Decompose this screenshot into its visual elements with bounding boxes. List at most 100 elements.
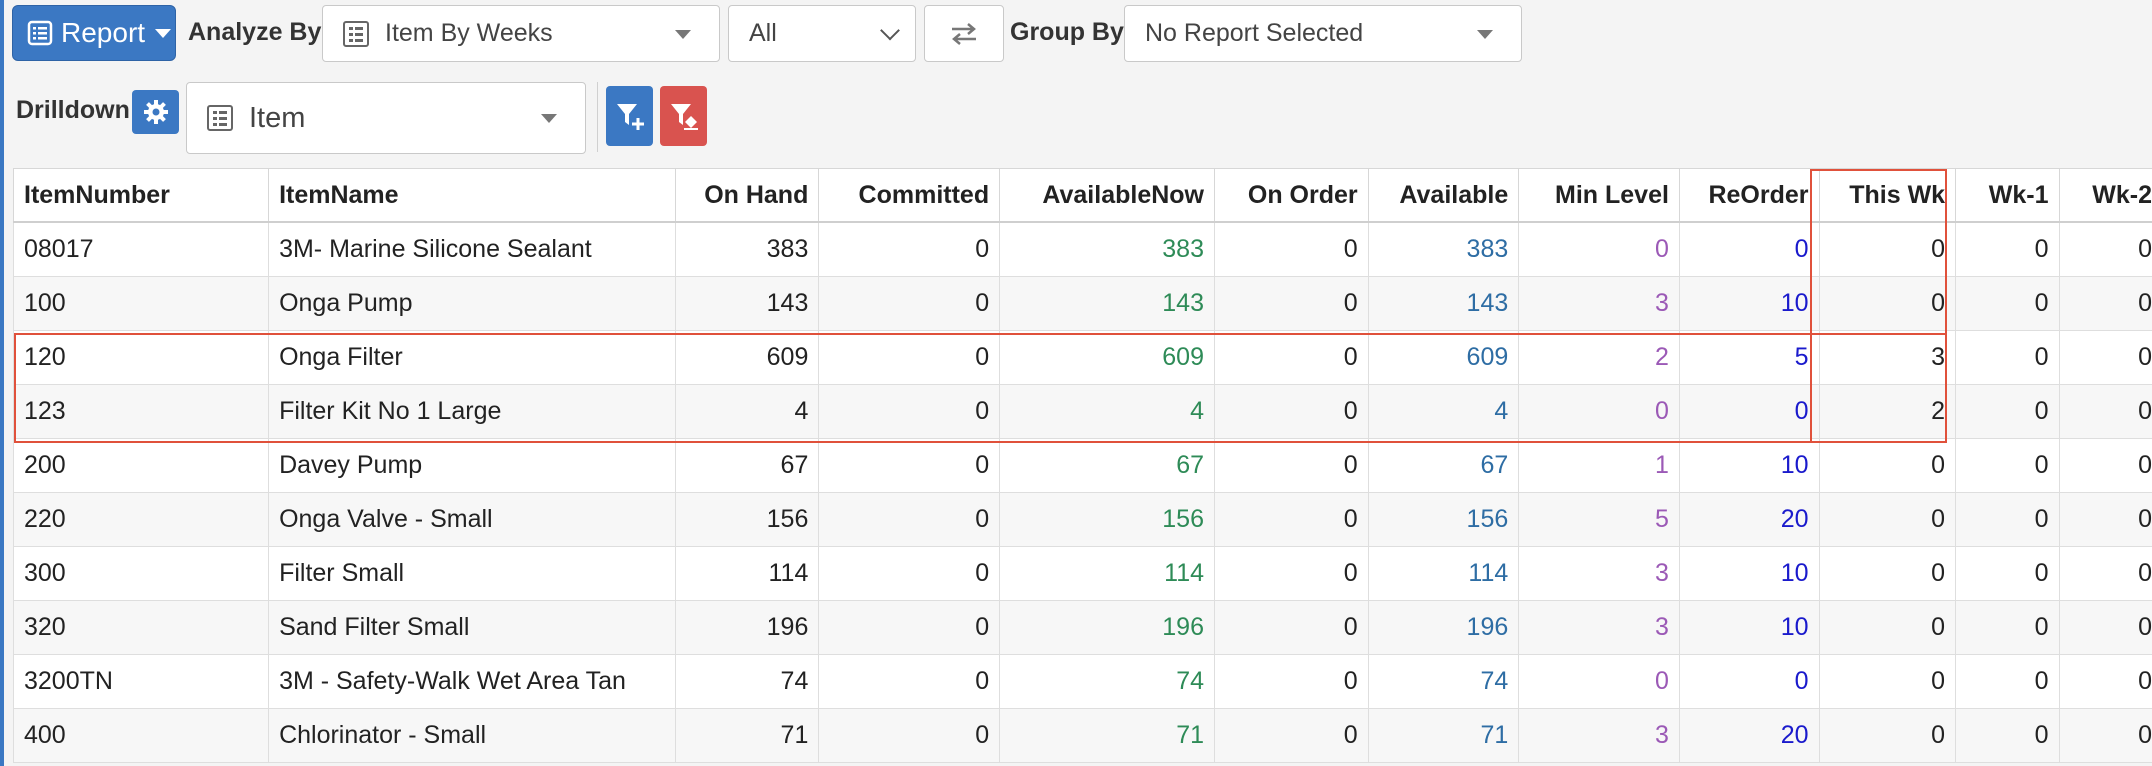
filter-all-value: All bbox=[749, 19, 777, 47]
table-cell: 0 bbox=[2058, 438, 2152, 493]
table-cell: 383 bbox=[674, 221, 820, 277]
table-row[interactable]: 100 Onga Pump 143 0 143 0 143 3 10 0 0 0 bbox=[12, 276, 2152, 331]
chevron-down-icon bbox=[155, 28, 172, 38]
drilldown-settings-button[interactable] bbox=[132, 90, 179, 134]
table-cell: 0 bbox=[818, 654, 1001, 709]
table-cell: 0 bbox=[1818, 546, 1957, 601]
table-row[interactable]: 220 Onga Valve - Small 156 0 156 0 156 5 20 0 0 0 bbox=[12, 492, 2152, 547]
table-cell: 609 bbox=[674, 330, 820, 385]
table-cell: 10 bbox=[1678, 546, 1820, 601]
swap-button[interactable] bbox=[924, 5, 1004, 62]
table-cell: 0 bbox=[2058, 546, 2152, 601]
column-header-itemnumber[interactable]: ItemNumber bbox=[12, 168, 270, 223]
table-cell: 08017 bbox=[12, 221, 270, 277]
analyze-by-select[interactable]: Item By Weeks bbox=[322, 5, 720, 62]
table-cell: 71 bbox=[674, 708, 820, 763]
table-cell: 100 bbox=[12, 276, 270, 331]
table-cell: 0 bbox=[1518, 221, 1680, 277]
table-cell: 300 bbox=[12, 546, 270, 601]
table-cell: 67 bbox=[1367, 438, 1520, 493]
column-header-committed[interactable]: Committed bbox=[818, 168, 1001, 223]
table-cell: 120 bbox=[12, 330, 270, 385]
table-cell: 0 bbox=[1818, 221, 1957, 277]
table-cell: 123 bbox=[12, 384, 270, 439]
table-cell: 4 bbox=[999, 384, 1215, 439]
caret-down-icon bbox=[541, 114, 557, 123]
table-cell: 114 bbox=[674, 546, 820, 601]
chevron-down-icon bbox=[880, 20, 900, 40]
table-cell: 0 bbox=[1214, 221, 1369, 277]
group-by-value: No Report Selected bbox=[1145, 19, 1364, 47]
table-cell: 10 bbox=[1678, 438, 1820, 493]
column-header-available[interactable]: Available bbox=[1367, 168, 1520, 223]
table-row[interactable]: 123 Filter Kit No 1 Large 4 0 4 0 4 0 0 2 0 0 bbox=[12, 384, 2152, 439]
table-cell: 0 bbox=[1214, 654, 1369, 709]
table-cell: 0 bbox=[2058, 330, 2152, 385]
table-cell: 0 bbox=[2058, 708, 2152, 763]
table-cell: 0 bbox=[1955, 708, 2060, 763]
filter-clear-icon bbox=[670, 104, 698, 130]
column-header-available-now[interactable]: AvailableNow bbox=[999, 168, 1215, 223]
drilldown-label: Drilldown bbox=[16, 96, 130, 124]
table-cell: 3M- Marine Silicone Sealant bbox=[268, 221, 676, 277]
table-row[interactable]: 08017 3M- Marine Silicone Sealant 383 0 383 0… bbox=[12, 221, 2152, 277]
table-cell: 0 bbox=[818, 330, 1001, 385]
filter-all-select[interactable]: All bbox=[728, 5, 916, 62]
table-row[interactable]: 120 Onga Filter 609 0 609 0 609 2 5 3 0 0 bbox=[12, 330, 2152, 385]
table-cell: 0 bbox=[1955, 600, 2060, 655]
table-cell: 0 bbox=[818, 546, 1001, 601]
table-cell: 3 bbox=[1518, 546, 1680, 601]
list-icon bbox=[343, 20, 369, 47]
analyze-by-label: Analyze By bbox=[188, 18, 322, 46]
column-header-wk-2[interactable]: Wk-2 bbox=[2058, 168, 2152, 223]
table-cell: 0 bbox=[1214, 492, 1369, 547]
column-header-this-wk[interactable]: This Wk bbox=[1818, 168, 1957, 223]
table-cell: 196 bbox=[1367, 600, 1520, 655]
table-cell: 0 bbox=[2058, 221, 2152, 277]
table-cell: 71 bbox=[1367, 708, 1520, 763]
table-cell: 0 bbox=[818, 438, 1001, 493]
column-header-reorder[interactable]: ReOrder bbox=[1678, 168, 1820, 223]
table-cell: 67 bbox=[999, 438, 1215, 493]
table-cell: 3 bbox=[1518, 600, 1680, 655]
clear-filter-button[interactable] bbox=[660, 86, 707, 146]
drilldown-select[interactable]: Item bbox=[186, 82, 586, 154]
report-menu-button[interactable]: Report bbox=[12, 5, 176, 61]
group-by-select[interactable]: No Report Selected bbox=[1124, 5, 1522, 62]
table-cell: 0 bbox=[1214, 438, 1369, 493]
column-header-min-level[interactable]: Min Level bbox=[1518, 168, 1680, 223]
filter-add-icon bbox=[616, 104, 644, 130]
table-cell: 1 bbox=[1518, 438, 1680, 493]
table-row[interactable]: 400 Chlorinator - Small 71 0 71 0 71 3 20 0 0 0 bbox=[12, 708, 2152, 763]
table-cell: 156 bbox=[1367, 492, 1520, 547]
table-cell: 3 bbox=[1518, 276, 1680, 331]
table-row[interactable]: 320 Sand Filter Small 196 0 196 0 196 3 10 0 0 0 bbox=[12, 600, 2152, 655]
table-cell: 0 bbox=[1678, 384, 1820, 439]
table-cell: 0 bbox=[818, 221, 1001, 277]
table-row[interactable]: 200 Davey Pump 67 0 67 0 67 1 10 0 0 0 bbox=[12, 438, 2152, 493]
table-cell: 0 bbox=[818, 492, 1001, 547]
table-cell: 0 bbox=[818, 708, 1001, 763]
column-header-on-hand[interactable]: On Hand bbox=[674, 168, 820, 223]
table-cell: 4 bbox=[674, 384, 820, 439]
table-cell: 0 bbox=[1818, 654, 1957, 709]
swap-icon bbox=[952, 22, 976, 45]
table-cell: 4 bbox=[1367, 384, 1520, 439]
gear-icon bbox=[143, 100, 168, 124]
table-row[interactable]: 300 Filter Small 114 0 114 0 114 3 10 0 0 0 bbox=[12, 546, 2152, 601]
table-cell: 0 bbox=[1214, 276, 1369, 331]
table-cell: 0 bbox=[1955, 438, 2060, 493]
table-cell: Filter Small bbox=[268, 546, 676, 601]
analyze-by-value: Item By Weeks bbox=[385, 19, 553, 47]
column-header-wk-1[interactable]: Wk-1 bbox=[1955, 168, 2060, 223]
column-header-on-order[interactable]: On Order bbox=[1214, 168, 1369, 223]
column-header-itemname[interactable]: ItemName bbox=[268, 168, 676, 223]
add-filter-button[interactable] bbox=[606, 86, 653, 146]
table-cell: 20 bbox=[1678, 708, 1820, 763]
table-cell: 10 bbox=[1678, 276, 1820, 331]
table-row[interactable]: 3200TN 3M - Safety-Walk Wet Area Tan 74 0 74… bbox=[12, 654, 2152, 709]
table-cell: 400 bbox=[12, 708, 270, 763]
report-list-icon bbox=[27, 20, 53, 46]
table-cell: 71 bbox=[999, 708, 1215, 763]
table-cell: 3M - Safety-Walk Wet Area Tan bbox=[268, 654, 676, 709]
